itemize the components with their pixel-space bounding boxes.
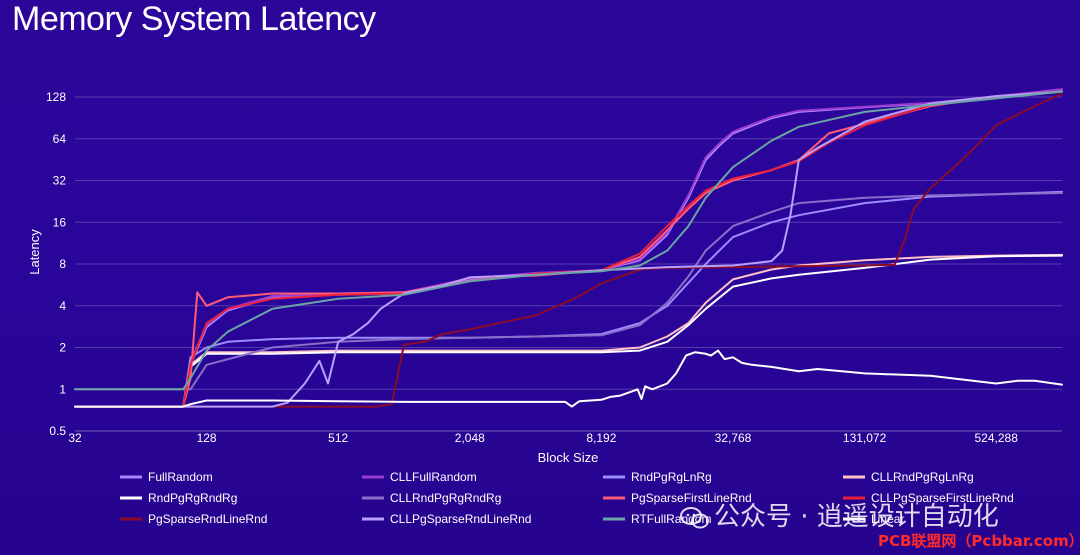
y-tick-label: 128 xyxy=(46,90,66,104)
legend: FullRandom CLLFullRandom RndPgRgLnRg CLLRnd… xyxy=(120,470,1014,526)
legend-label: RndPgRgLnRg xyxy=(631,470,712,484)
legend-label: CLLPgSparseFirstLineRnd xyxy=(871,491,1014,505)
series-line-cllfullrandom xyxy=(74,88,1063,408)
x-tick-label: 2,048 xyxy=(455,431,485,445)
series-layer xyxy=(74,88,1063,408)
y-tick-label: 8 xyxy=(59,257,66,271)
y-tick-label: 1 xyxy=(59,382,66,396)
series-line-linear xyxy=(74,349,1063,408)
legend-label: Linear xyxy=(871,512,904,526)
watermark-site: PCB联盟网（Pcbbar.com） xyxy=(878,532,1080,550)
x-axis-label: Block Size xyxy=(538,450,599,465)
legend-label: CLLRndPgRgLnRg xyxy=(871,470,974,484)
legend-label: CLLRndPgRgRndRg xyxy=(390,491,501,505)
watermark-account: 公众号 · 逍遥设计自动化 xyxy=(680,496,999,533)
y-tick-label: 32 xyxy=(53,174,67,188)
series-line-pgsparserndlinernd xyxy=(74,92,1063,408)
legend-label: PgSparseFirstLineRnd xyxy=(631,491,752,505)
x-tick-label: 8,192 xyxy=(586,431,616,445)
x-tick-label: 32,768 xyxy=(715,431,752,445)
axis-layer: 0.5 1 2 4 8 16 32 64 128 32 128 512 2,048 8,192 32,768… xyxy=(27,90,1018,465)
x-tick-label: 131,072 xyxy=(843,431,887,445)
chart-title: Memory System Latency xyxy=(12,0,376,38)
legend-label: FullRandom xyxy=(148,470,213,484)
series-line-fullrandom xyxy=(74,88,1063,408)
x-tick-label: 524,288 xyxy=(975,431,1019,445)
y-tick-label: 4 xyxy=(59,299,66,313)
y-axis-label: Latency xyxy=(27,229,42,275)
series-line-rtfullrandom xyxy=(74,90,1063,391)
series-line-cllrndpgrgrndrg xyxy=(74,192,1063,391)
x-tick-label: 512 xyxy=(328,431,348,445)
legend-label: CLLFullRandom xyxy=(390,470,477,484)
x-tick-label: 32 xyxy=(68,431,82,445)
legend-label: RndPgRgRndRg xyxy=(148,491,237,505)
series-line-cllpgsparsefirstlinernd xyxy=(74,90,1063,408)
legend-label: CLLPgSparseRndLineRnd xyxy=(390,512,531,526)
series-line-cllrndpgrglnrg xyxy=(74,253,1063,408)
y-tick-label: 0.5 xyxy=(49,424,66,438)
series-line-cllpgsparserndlinernd xyxy=(74,90,1063,408)
legend-label: PgSparseRndLineRnd xyxy=(148,512,267,526)
series-line-rndpgrgrndrg xyxy=(74,254,1063,408)
y-tick-label: 16 xyxy=(53,215,67,229)
watermark-text: 公众号 · 逍遥设计自动化 xyxy=(714,502,999,532)
wechat-icon xyxy=(680,506,709,528)
grid-layer xyxy=(75,96,1062,432)
x-tick-label: 128 xyxy=(197,431,217,445)
y-tick-label: 64 xyxy=(53,132,67,146)
y-tick-label: 2 xyxy=(59,341,66,355)
